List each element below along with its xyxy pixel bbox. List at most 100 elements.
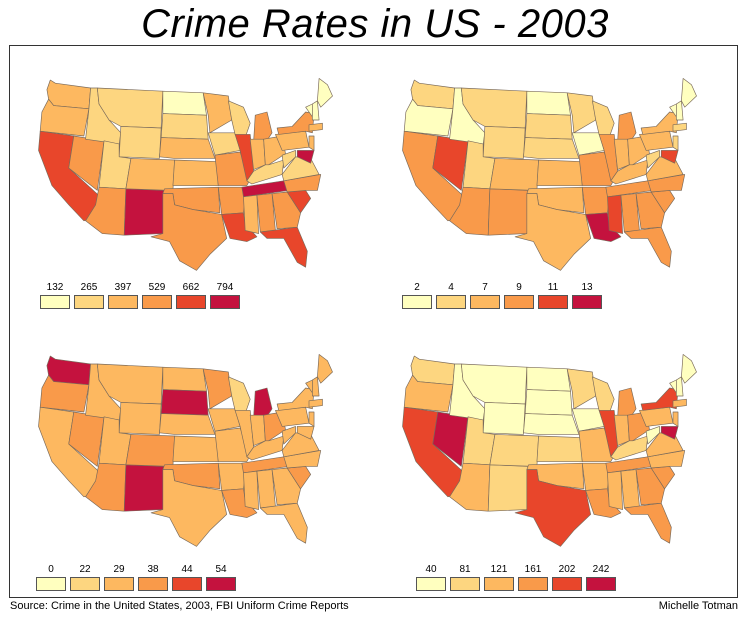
state-ky — [246, 159, 285, 185]
map-panel-top-right: 2 4 7 9 11 13 — [374, 46, 738, 322]
state-fl — [623, 502, 672, 544]
state-ks — [536, 159, 583, 186]
state-wv — [645, 150, 660, 169]
state-ga — [271, 467, 301, 506]
state-la — [221, 212, 258, 242]
state-ne — [523, 413, 580, 435]
legend-swatch — [450, 577, 480, 591]
state-ga — [271, 191, 301, 230]
state-ny — [640, 111, 679, 135]
source-note: Source: Crime in the United States, 2003… — [10, 600, 349, 612]
state-nm — [123, 188, 165, 236]
legend-label: 161 — [524, 564, 542, 575]
state-md — [660, 426, 679, 440]
legend-label: 662 — [182, 282, 200, 293]
legend-swatch — [572, 295, 602, 309]
map-frame: 132 265 397 529 662 794 2 4 7 9 11 13 0 22 29 38 44 54 … — [9, 45, 738, 598]
legend-label: 242 — [592, 564, 610, 575]
state-wv — [281, 426, 296, 445]
us-map — [402, 354, 697, 547]
us-map — [402, 78, 697, 271]
legend-swatch — [586, 577, 616, 591]
state-nj — [308, 411, 315, 427]
state-ks — [536, 435, 583, 462]
legend-swatch — [104, 577, 134, 591]
state-sd — [160, 389, 209, 416]
legend-label: 44 — [181, 564, 193, 575]
legend-swatch — [402, 295, 432, 309]
state-co — [125, 158, 175, 191]
state-ma — [672, 122, 687, 132]
state-md — [660, 150, 679, 164]
state-wa — [410, 355, 455, 386]
state-ga — [635, 467, 665, 506]
state-ne — [523, 137, 580, 159]
state-wy — [482, 126, 526, 159]
state-ky — [610, 435, 649, 461]
state-ny — [276, 111, 315, 135]
map-panel-top-left: 132 265 397 529 662 794 — [10, 46, 374, 322]
state-nj — [308, 135, 315, 151]
state-nh — [312, 376, 320, 397]
legend-label: 265 — [80, 282, 98, 293]
state-ny — [640, 387, 679, 411]
map-panel-bottom-right: 40 81 121 161 202 242 — [374, 322, 738, 598]
state-wv — [281, 150, 296, 169]
legend-label: 29 — [113, 564, 125, 575]
state-me — [317, 78, 333, 108]
state-nm — [123, 464, 165, 512]
state-md — [296, 426, 315, 440]
state-wy — [118, 402, 162, 435]
state-wi — [592, 100, 615, 138]
state-fl — [259, 502, 308, 544]
state-wv — [645, 426, 660, 445]
legend-swatch — [172, 577, 202, 591]
state-co — [489, 434, 539, 467]
legend-swatch — [436, 295, 466, 309]
state-nh — [676, 100, 684, 121]
state-ky — [246, 435, 285, 461]
state-md — [296, 150, 315, 164]
author-credit: Michelle Totman — [658, 600, 738, 612]
legend-label: 22 — [79, 564, 91, 575]
state-nj — [672, 411, 679, 427]
state-mo — [578, 151, 615, 186]
legend-swatch — [206, 577, 236, 591]
state-mn — [566, 92, 597, 134]
state-ma — [308, 398, 323, 408]
legend-swatch — [416, 577, 446, 591]
state-tx — [150, 193, 228, 271]
state-nd — [162, 366, 207, 392]
us-map — [38, 78, 333, 271]
legend-label: 202 — [558, 564, 576, 575]
state-mo — [214, 427, 251, 462]
state-ne — [159, 137, 216, 159]
state-tx — [514, 193, 592, 271]
state-mo — [214, 151, 251, 186]
state-or — [39, 374, 90, 413]
state-tx — [514, 469, 592, 547]
state-nd — [162, 90, 207, 116]
legend-swatch — [518, 577, 548, 591]
state-nh — [312, 100, 320, 121]
legend-swatch — [538, 295, 568, 309]
page-title: Crime Rates in US - 2003 — [141, 2, 609, 46]
legend-label: 81 — [459, 564, 471, 575]
state-co — [489, 158, 539, 191]
legend-label: 38 — [147, 564, 159, 575]
state-co — [125, 434, 175, 467]
state-la — [585, 212, 622, 242]
legend-swatch — [142, 295, 172, 309]
legend-swatch — [108, 295, 138, 309]
legend-label: 397 — [114, 282, 132, 293]
state-ma — [672, 398, 687, 408]
state-fl — [623, 226, 672, 268]
state-or — [403, 98, 454, 137]
legend-label: 529 — [148, 282, 166, 293]
state-or — [39, 98, 90, 137]
state-ms — [607, 470, 623, 510]
state-nd — [526, 366, 571, 392]
state-nd — [526, 90, 571, 116]
state-wa — [46, 79, 91, 110]
state-ms — [243, 470, 259, 510]
